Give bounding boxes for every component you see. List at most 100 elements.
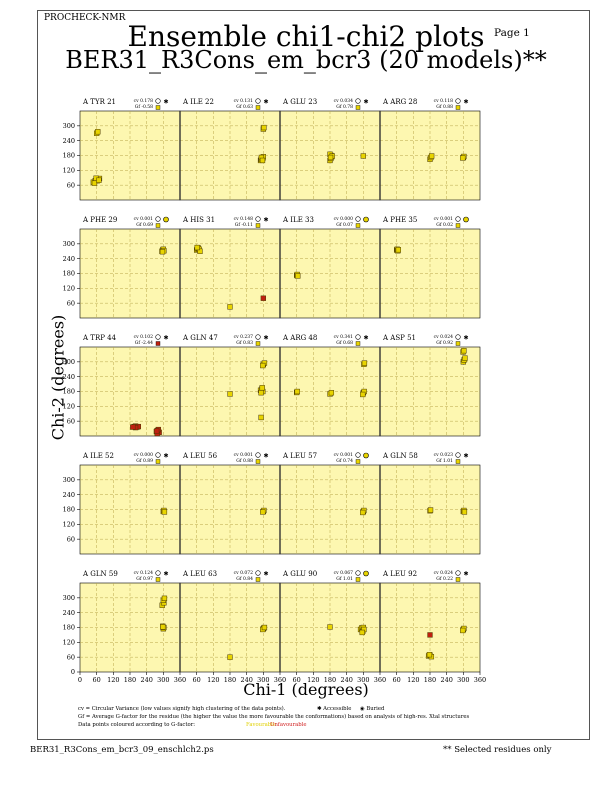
buried-icon	[363, 216, 369, 223]
x-tick-label: 60	[93, 676, 101, 684]
data-point	[130, 424, 136, 430]
legend-accessible-label: Accessible	[323, 706, 352, 712]
data-point	[227, 391, 233, 397]
data-point	[161, 595, 168, 601]
panel-gf: Gf 0.74	[336, 458, 353, 464]
panel-label: A TYR 21	[82, 98, 116, 106]
x-tick-label: 240	[440, 676, 452, 684]
x-tick-label: 240	[240, 676, 252, 684]
cv-dial-icon	[455, 98, 461, 104]
x-tick-label: 300	[157, 676, 169, 684]
gf-colour-box	[155, 105, 161, 110]
y-tick-label: 60	[67, 299, 75, 307]
panel-cv: cv 0.067	[334, 570, 354, 576]
legend-gf-text: Gf = Average G-factor for the residue (t…	[78, 714, 470, 720]
data-point	[328, 390, 335, 396]
x-tick-label: 180	[324, 676, 336, 684]
accessible-icon: ✱	[263, 335, 268, 342]
cv-dial-icon	[155, 452, 161, 458]
panel-label: A GLU 23	[282, 98, 317, 106]
page-title: Ensemble chi1-chi2 plots	[127, 20, 485, 53]
panel-label: A GLN 58	[382, 452, 418, 460]
panel-cv: cv 0.118	[434, 98, 454, 104]
accessible-icon: ✱	[263, 453, 268, 460]
x-tick-label: 300	[257, 676, 269, 684]
y-tick-label: 240	[63, 255, 75, 263]
x-tick-label: 240	[340, 676, 352, 684]
panel-cv: cv 0.124	[134, 570, 154, 576]
accessible-icon: ✱	[163, 571, 168, 578]
legend-buried-label: Buried	[366, 706, 385, 712]
cv-dial-icon	[155, 98, 161, 104]
data-point	[258, 390, 264, 396]
panel-label: A ARG 48	[282, 334, 317, 342]
legend-unfavourable: Unfavourable	[270, 722, 307, 728]
data-point	[294, 388, 300, 395]
page-frame	[37, 10, 590, 740]
data-point	[91, 180, 98, 186]
panel-cv: cv 0.001	[234, 452, 254, 458]
panel-gf: Gf 0.22	[436, 576, 453, 582]
accessible-icon: ✱	[263, 571, 268, 578]
accessible-icon: ✱	[163, 335, 168, 342]
cv-dial-icon	[455, 452, 461, 458]
y-tick-label: 180	[63, 624, 75, 632]
panel-label: A LEU 63	[182, 570, 217, 578]
cv-dial-icon	[255, 570, 261, 576]
cv-dial-icon	[255, 98, 261, 104]
panel-label: A GLU 90	[282, 570, 317, 578]
x-tick-label: 180	[124, 676, 136, 684]
panel-label: A ARG 28	[382, 98, 417, 106]
data-point	[154, 428, 160, 434]
data-point	[260, 362, 266, 369]
accessible-icon: ✱	[363, 335, 368, 342]
panel-gf: Gf 0.68	[336, 340, 353, 346]
accessible-icon: ✱	[263, 99, 268, 106]
y-axis-label: Chi-2 (degrees)	[48, 314, 68, 441]
cv-dial-icon	[355, 98, 361, 104]
gf-colour-box	[155, 223, 161, 228]
cv-dial-icon	[255, 452, 261, 458]
y-tick-label: 300	[63, 594, 75, 602]
legend-buried: ◉ Buried	[360, 706, 385, 712]
panel-cv: cv 0.023	[434, 452, 454, 458]
panel-label: A ILE 52	[82, 452, 114, 460]
page-number: Page 1	[494, 27, 530, 39]
x-tick-label: 120	[407, 676, 419, 684]
cv-dial-icon	[455, 334, 461, 340]
accessible-icon: ✱	[463, 335, 468, 342]
data-point	[197, 248, 203, 254]
gf-colour-box	[455, 577, 461, 582]
panel-gf: Gf 0.89	[136, 458, 153, 464]
y-tick-label: 120	[63, 521, 75, 529]
panel-gf: Gf 0.78	[336, 104, 353, 110]
cv-dial-icon	[455, 570, 461, 576]
gf-colour-box	[355, 577, 361, 582]
panel-gf: Gf 0.83	[236, 340, 253, 346]
panel-label: A ILE 22	[182, 98, 214, 106]
x-tick-label: 300	[357, 676, 369, 684]
data-point	[261, 124, 267, 131]
y-tick-label: 120	[63, 167, 75, 175]
panel-gf: Gf 0.63	[236, 104, 253, 110]
panel-gf: Gf 0.92	[436, 340, 453, 346]
data-point	[360, 391, 366, 398]
panel-gf: Gf -0.58	[135, 104, 153, 110]
panel-label: A GLN 47	[182, 334, 218, 342]
panel-gf: Gf 0.69	[136, 222, 153, 228]
panel-cv: cv 0.102	[134, 334, 154, 340]
cv-dial-icon	[255, 216, 261, 222]
y-tick-label: 240	[63, 491, 75, 499]
data-point	[462, 355, 468, 361]
y-tick-label: 120	[63, 639, 75, 647]
x-tick-label: 180	[424, 676, 436, 684]
legend-cv-text: cv = Circular Variance (low values signi…	[78, 706, 286, 712]
data-point	[360, 153, 366, 159]
gf-colour-box	[155, 577, 161, 582]
cv-dial-icon	[355, 334, 361, 340]
y-tick-label: 180	[63, 152, 75, 160]
panel-label: A LEU 92	[382, 570, 417, 578]
legend-colour-text: Data points coloured according to G-fact…	[78, 722, 196, 728]
data-point	[327, 624, 333, 630]
gf-colour-box	[455, 223, 461, 228]
